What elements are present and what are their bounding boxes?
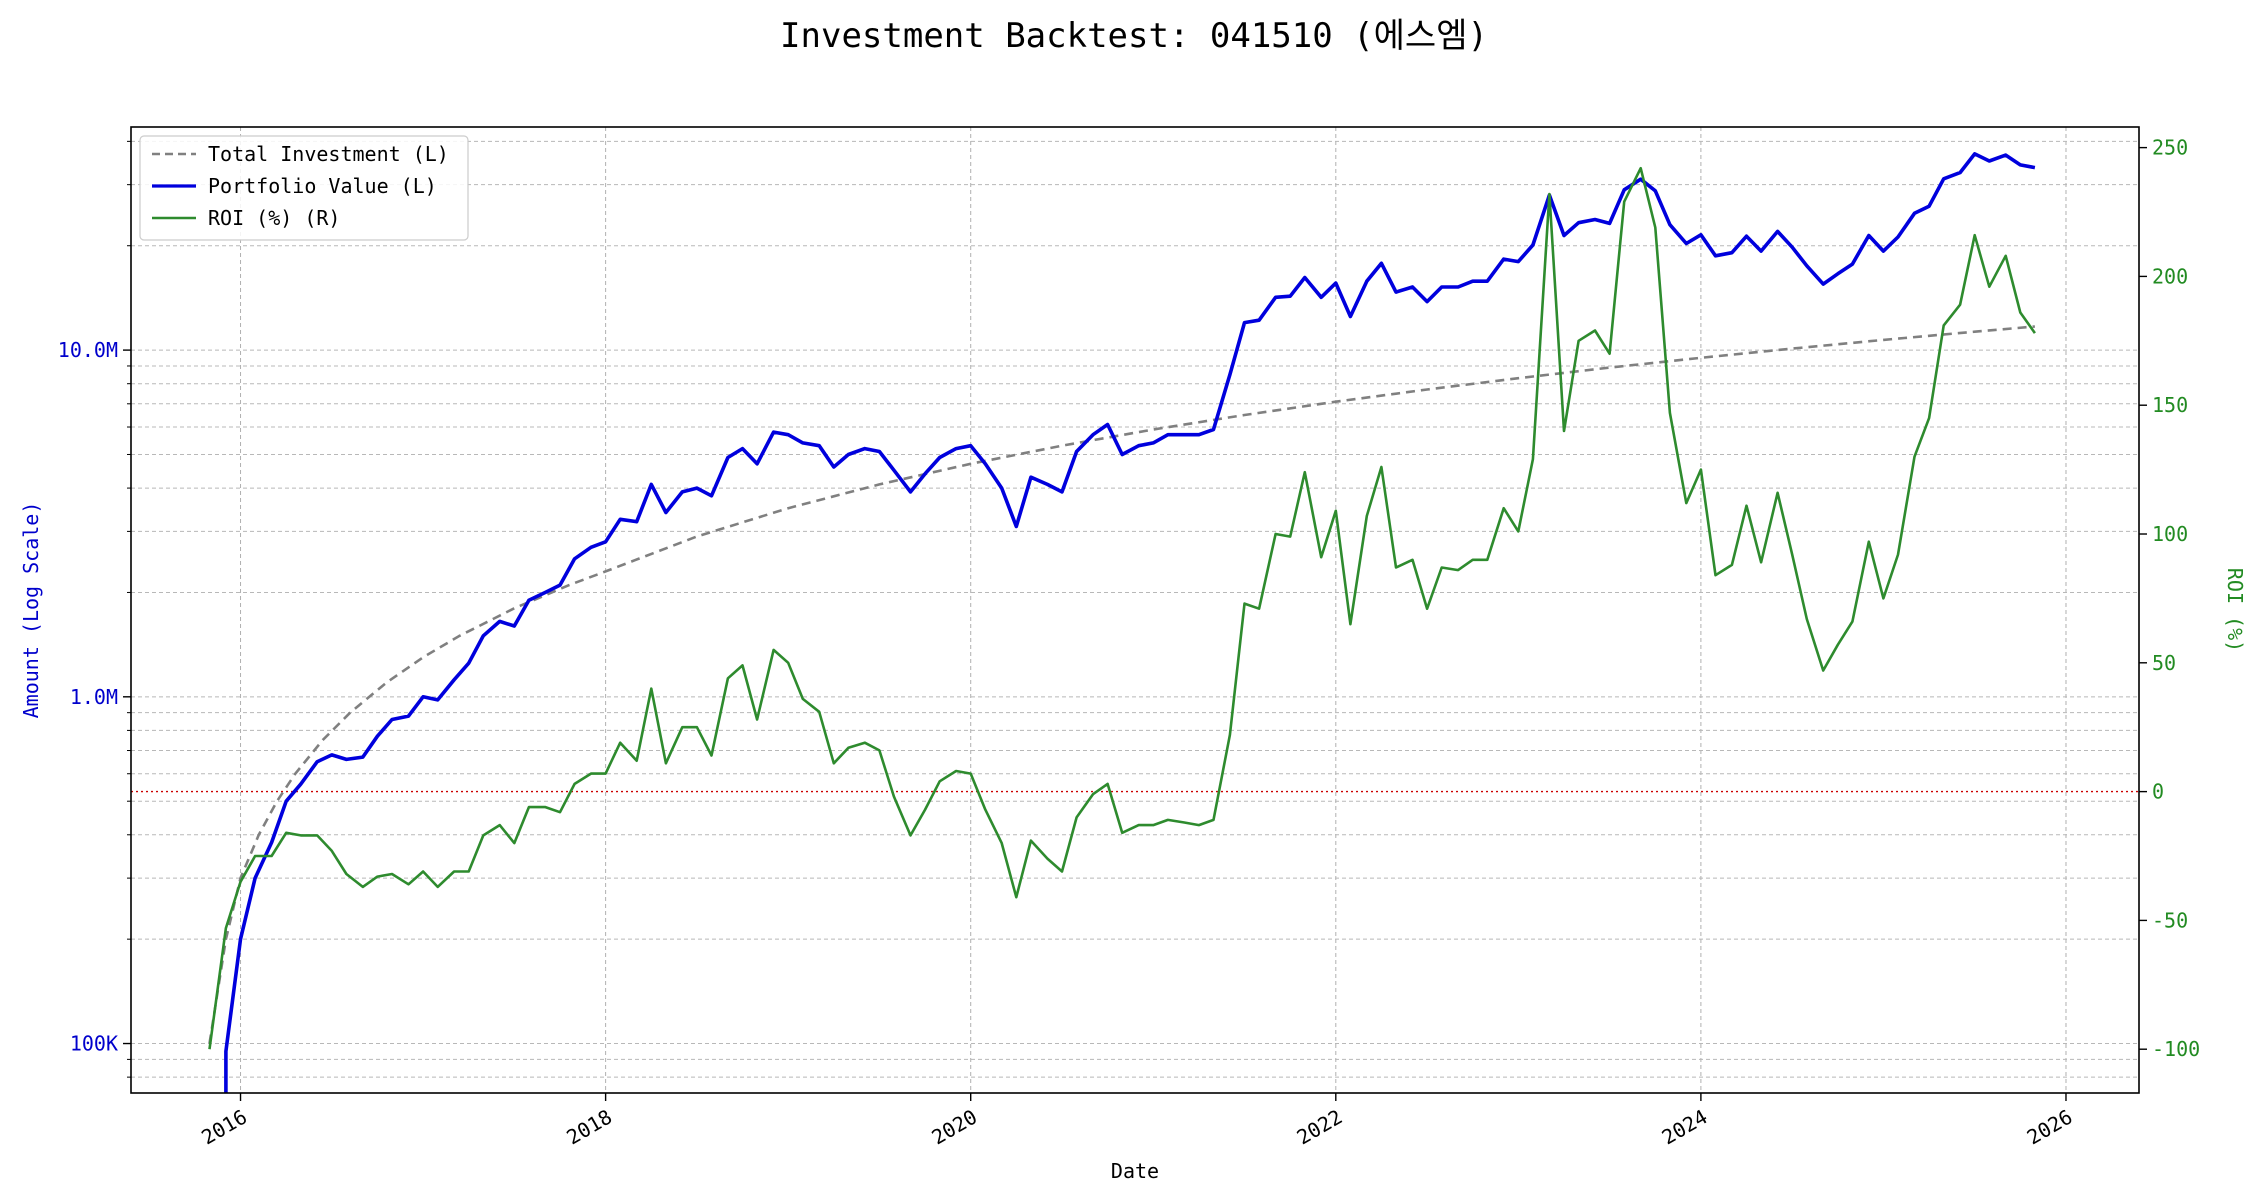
right-tick-label-4: 100	[2152, 522, 2188, 546]
left-tick-label-2: 10.0M	[58, 338, 118, 362]
series-line-roi	[208, 166, 2036, 1050]
right-tick-label-5: 150	[2152, 393, 2188, 417]
right-tick-label-2: 0	[2152, 780, 2164, 804]
left-axis-label: Amount (Log Scale)	[19, 502, 43, 719]
right-tick-label-7: 250	[2152, 136, 2188, 160]
right-tick-label-6: 200	[2152, 264, 2188, 288]
series-line-total-investment	[208, 325, 2036, 1044]
series-line-portfolio-value	[224, 152, 2036, 1093]
legend-label-total-investment: Total Investment (L)	[208, 142, 449, 166]
x-axis-ticks: 2016 2018 2020 2022 2024 2026	[197, 1093, 2076, 1149]
x-tick-label-5: 2026	[2023, 1105, 2077, 1150]
x-tick-label-0: 2016	[197, 1105, 251, 1150]
right-axis-ticks: -100 -50 0 50 100 150 200 250	[2139, 136, 2200, 1061]
x-tick-label-4: 2024	[1658, 1105, 1712, 1150]
x-tick-label-3: 2022	[1293, 1105, 1347, 1150]
x-tick-label-1: 2018	[562, 1105, 616, 1150]
left-axis-ticks: 100K 1.0M 10.0M	[58, 140, 131, 1078]
right-tick-label-0: -100	[2152, 1037, 2200, 1061]
legend-label-portfolio-value: Portfolio Value (L)	[208, 174, 437, 198]
grid-lines	[131, 127, 2139, 1093]
right-tick-label-1: -50	[2152, 908, 2188, 932]
left-tick-label-0: 100K	[70, 1032, 118, 1056]
plot-area-frame	[130, 126, 2140, 1094]
x-tick-label-2: 2020	[927, 1105, 981, 1150]
x-axis-label: Date	[1111, 1159, 1159, 1183]
left-tick-label-1: 1.0M	[70, 685, 118, 709]
legend: Total Investment (L) Portfolio Value (L)…	[139, 135, 469, 241]
legend-label-roi: ROI (%) (R)	[208, 206, 340, 230]
right-axis-label: ROI (%)	[2223, 568, 2247, 652]
legend-box	[139, 135, 469, 241]
series-layer	[208, 152, 2036, 1093]
chart-title: Investment Backtest: 041510 (에스엠)	[780, 16, 1488, 56]
right-tick-label-3: 50	[2152, 651, 2176, 675]
